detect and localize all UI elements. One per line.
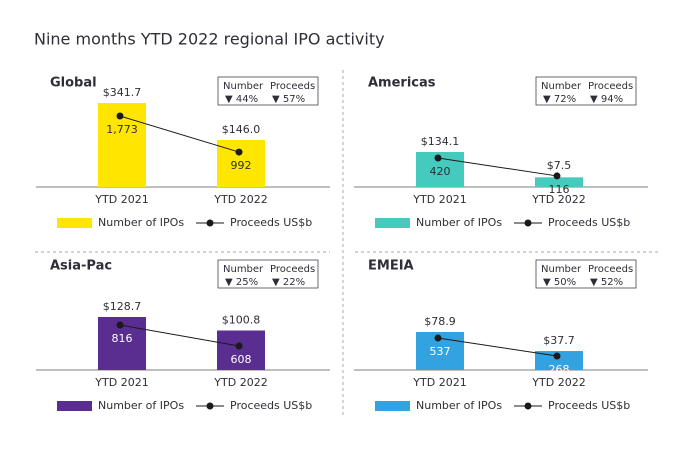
change-value: ▼ 44% <box>225 94 258 105</box>
proceeds-point <box>235 342 243 350</box>
x-label: YTD 2022 <box>531 376 585 389</box>
legend-label: Number of IPOs <box>416 216 502 229</box>
proceeds-point <box>434 154 442 162</box>
change-box <box>217 76 319 106</box>
bar <box>535 177 583 187</box>
change-header: Proceeds <box>270 81 315 92</box>
bar-value-label: 992 <box>231 159 252 172</box>
change-header: Proceeds <box>588 81 633 92</box>
proceeds-line <box>119 115 240 153</box>
legend-label: Proceeds US$b <box>548 399 630 412</box>
bar-value-label: 816 <box>112 332 133 345</box>
page-title: Nine months YTD 2022 regional IPO activi… <box>34 30 385 49</box>
change-box <box>217 259 319 289</box>
change-header: Number <box>541 81 582 92</box>
legend-label: Proceeds US$b <box>230 216 312 229</box>
legend-dot <box>524 219 532 227</box>
line-value-label: $128.7 <box>103 300 142 313</box>
change-header: Proceeds <box>270 264 315 275</box>
panel-title: Asia-Pac <box>50 259 112 274</box>
change-value: ▼ 52% <box>590 277 623 288</box>
change-value: ▼ 25% <box>225 277 258 288</box>
change-value: ▼ 50% <box>543 277 576 288</box>
x-label: YTD 2022 <box>213 376 267 389</box>
x-label: YTD 2022 <box>531 193 585 206</box>
legend-swatch <box>375 401 410 411</box>
legend-swatch <box>57 218 92 228</box>
panel-title: Global <box>50 76 97 91</box>
bar-value-label: 1,773 <box>106 123 138 136</box>
bar <box>217 330 265 370</box>
line-value-label: $37.7 <box>543 334 575 347</box>
proceeds-line <box>119 324 240 347</box>
change-box <box>535 259 637 289</box>
proceeds-point <box>235 148 243 156</box>
change-box <box>535 76 637 106</box>
legend-dot <box>206 219 214 227</box>
proceeds-point <box>553 172 561 180</box>
change-value: ▼ 94% <box>590 94 623 105</box>
line-value-label: $134.1 <box>421 135 460 148</box>
line-value-label: $78.9 <box>424 315 456 328</box>
change-header: Proceeds <box>588 264 633 275</box>
line-value-label: $100.8 <box>222 314 261 327</box>
x-label: YTD 2021 <box>94 376 148 389</box>
panel-title: EMEIA <box>368 259 414 274</box>
proceeds-point <box>116 321 124 329</box>
legend-swatch <box>57 401 92 411</box>
bar-value-label: 268 <box>549 363 570 376</box>
bar <box>535 351 583 370</box>
change-value: ▼ 57% <box>272 94 305 105</box>
legend-dot <box>206 402 214 410</box>
legend-label: Proceeds US$b <box>230 399 312 412</box>
line-value-label: $7.5 <box>547 159 572 172</box>
x-label: YTD 2021 <box>412 376 466 389</box>
x-label: YTD 2021 <box>94 193 148 206</box>
bar-value-label: 420 <box>430 165 451 178</box>
proceeds-point <box>116 112 124 120</box>
change-header: Number <box>223 264 264 275</box>
legend-swatch <box>375 218 410 228</box>
line-value-label: $146.0 <box>222 123 261 136</box>
x-label: YTD 2021 <box>412 193 466 206</box>
legend-label: Number of IPOs <box>98 399 184 412</box>
legend-dot <box>524 402 532 410</box>
line-value-label: $341.7 <box>103 86 142 99</box>
proceeds-point <box>434 334 442 342</box>
panel-title: Americas <box>368 76 436 91</box>
proceeds-line <box>437 337 558 357</box>
proceeds-point <box>553 352 561 360</box>
legend-label: Number of IPOs <box>416 399 502 412</box>
change-header: Number <box>541 264 582 275</box>
bar-value-label: 537 <box>430 345 451 358</box>
legend-label: Proceeds US$b <box>548 216 630 229</box>
bar-value-label: 116 <box>549 183 570 196</box>
change-value: ▼ 22% <box>272 277 305 288</box>
legend-label: Number of IPOs <box>98 216 184 229</box>
x-label: YTD 2022 <box>213 193 267 206</box>
proceeds-line <box>437 157 558 177</box>
bar-value-label: 608 <box>231 353 252 366</box>
change-value: ▼ 72% <box>543 94 576 105</box>
change-header: Number <box>223 81 264 92</box>
